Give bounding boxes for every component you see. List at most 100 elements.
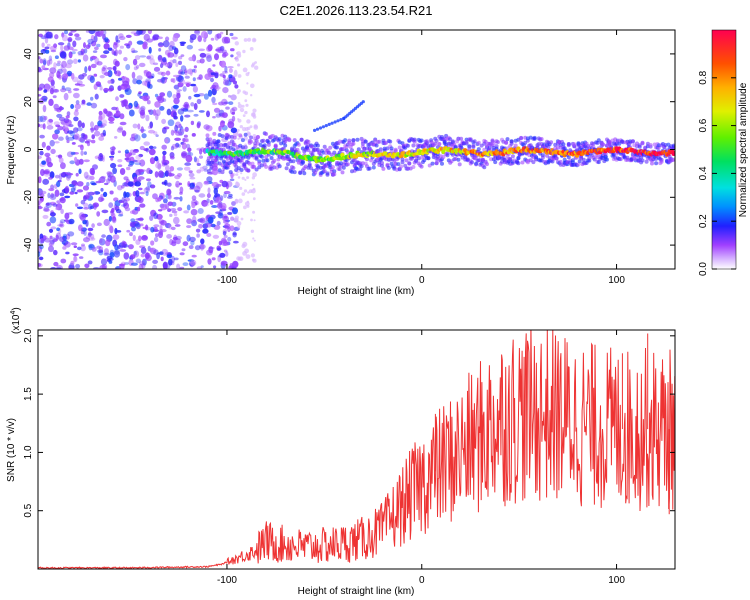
spectrogram-noise-cell [221,202,227,211]
spectrogram-noise-cell [228,68,233,73]
spectrogram-noise-cell [227,236,232,242]
spectrogram-noise-cell [184,126,189,132]
spectrogram-noise-cell [151,73,155,79]
spectrogram-halo-cell [434,138,439,143]
spectrogram-noise-cell [228,101,234,105]
spectrogram-noise-cell [107,80,112,84]
spectrogram-halo-cell [272,158,277,163]
spectrogram-noise-cell [49,194,57,200]
spectrogram-noise-cell [78,168,82,175]
spectrogram-noise-cell [123,176,129,181]
spectrogram-noise-cell [172,35,179,42]
spectrogram-noise-cell [60,258,67,264]
spectrogram-halo-cell [494,146,499,151]
spectrogram-halo-cell [545,153,549,158]
spectrogram-noise-cell [181,151,188,159]
spectrogram-noise-cell [250,253,255,258]
spectrogram-noise-cell [54,189,60,197]
spectrogram-noise-cell [83,207,89,210]
spectrogram-noise-cell [229,32,234,37]
spectrogram-halo-cell [536,142,541,146]
spectrogram-noise-cell [74,156,78,162]
spectrogram-noise-cell [59,192,65,197]
spectrogram-noise-cell [162,150,167,156]
spectrogram-noise-cell [86,182,90,187]
spectrogram-noise-cell [212,116,216,119]
spectrogram-noise-cell [145,186,150,191]
spectrogram-noise-cell [83,202,89,208]
snr-x-ticks: -100 0 100 [217,330,625,586]
spectrogram-noise-cell [78,158,84,165]
spectrogram-noise-cell [44,237,51,243]
spectrogram-noise-cell [89,127,96,131]
spectrogram-noise-cell [70,72,75,80]
spectrogram-noise-cell [72,40,77,48]
spectrogram-noise-cell [119,249,127,252]
spectrogram-noise-cell [134,223,141,228]
spectrogram-noise-cell [148,145,154,150]
spectrogram-halo-cell [240,138,245,143]
spectrogram-noise-cell [40,168,45,177]
spectrogram-noise-cell [176,90,181,96]
spectrogram-noise-cell [135,258,142,264]
spectrogram-noise-cell [41,160,46,165]
colorbar-tick-label: 0.2 [698,214,709,228]
spectrogram-noise-cell [62,68,67,74]
spectrogram-halo-cell [231,147,236,152]
spectrogram-halo-cell [277,137,282,142]
spectrogram-halo-cell [330,165,335,170]
spectrogram-noise-cell [104,37,109,43]
spectrogram-halo-cell [242,162,247,167]
spectrogram-noise-cell [91,246,97,252]
spectrogram-noise-cell [240,164,243,168]
spectrogram-noise-cell [157,170,164,178]
spectrogram-noise-cell [118,214,124,217]
spectrogram-noise-cell [77,53,84,57]
spectrogram-noise-cell [44,152,51,157]
spectrogram-noise-cell [119,263,125,269]
spectrogram-noise-cell [153,131,158,136]
spectrogram-noise-cell [113,113,120,116]
spectrogram-noise-cell [90,102,98,109]
spectrogram-halo-cell [340,170,345,175]
spectrogram-noise-cell [245,254,251,259]
spectrogram-halo-cell [220,170,225,175]
spectrogram-noise-cell [134,134,141,142]
spectrogram-noise-cell [235,57,239,62]
spectrogram-halo-cell [337,167,342,172]
spectrogram-noise-cell [104,182,109,186]
spectrogram-halo-cell [347,138,352,143]
spectrogram-noise-cell [244,127,249,131]
spectrogram-noise-cell [132,58,138,66]
spectrogram-noise-cell [50,148,56,155]
spectrogram-noise-cell [48,245,54,253]
spectrogram-noise-cell [60,172,67,178]
spectrogram-noise-cell [101,209,109,214]
spectrogram-noise-cell [173,47,179,55]
spectrogram-noise-cell [152,146,157,149]
spectrogram-noise-cell [40,190,47,195]
spectrogram-halo-cell [388,139,393,144]
spectrogram-noise-cell [84,140,90,144]
spectrogram-noise-cell [186,204,191,211]
spectrogram-noise-cell [165,222,172,229]
spectrogram-noise-cell [172,94,177,99]
spectrogram-halo-cell [561,142,566,147]
spectrogram-halo-cell [265,158,270,163]
spectrogram-noise-cell [235,181,240,187]
spectrogram-noise-cell [227,226,231,233]
spectrogram-noise-cell [162,154,166,162]
spectrogram-noise-cell [154,171,159,178]
spectrogram-halo-cell [412,137,417,142]
spectrogram-noise-cell [228,74,233,79]
spectrogram-noise-cell [143,33,150,42]
spectrogram-noise-cell [103,191,108,197]
spectrogram-noise-cell [153,212,159,220]
spectrogram-halo-cell [262,145,267,150]
spectrogram-halo-cell [220,134,225,139]
snr-x-axis-label: Height of straight line (km) [298,586,415,597]
snr-panel: -100 0 100 0.5 1.0 1.5 2.0 (x104) Height of s… [6,307,676,597]
spectrogram-streak-cell [330,121,334,125]
spectrogram-noise-cell [113,250,121,258]
spectrogram-noise-cell [152,109,157,116]
